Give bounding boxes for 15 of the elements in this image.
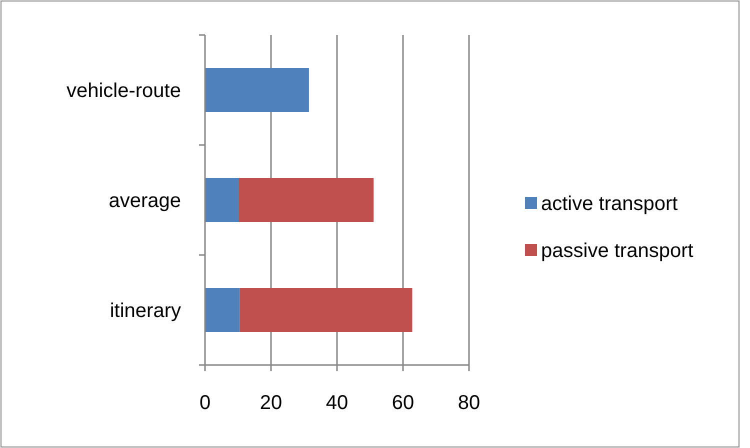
bar: [205, 178, 239, 222]
x-tick-label: 60: [392, 392, 414, 414]
y-tick-label: itinerary: [110, 300, 181, 322]
bar: [238, 178, 374, 222]
bar: [205, 68, 309, 112]
x-tick-label: 0: [199, 392, 211, 414]
x-tick-label: 40: [326, 392, 348, 414]
x-tick-label: 20: [260, 392, 282, 414]
legend-label: passive transport: [541, 240, 694, 262]
y-tick-label: average: [108, 190, 181, 212]
bar: [240, 288, 412, 332]
y-tick-label: vehicle-route: [66, 80, 181, 102]
legend-label: active transport: [541, 193, 678, 215]
bar: [205, 288, 240, 332]
x-tick-label: 80: [458, 392, 480, 414]
